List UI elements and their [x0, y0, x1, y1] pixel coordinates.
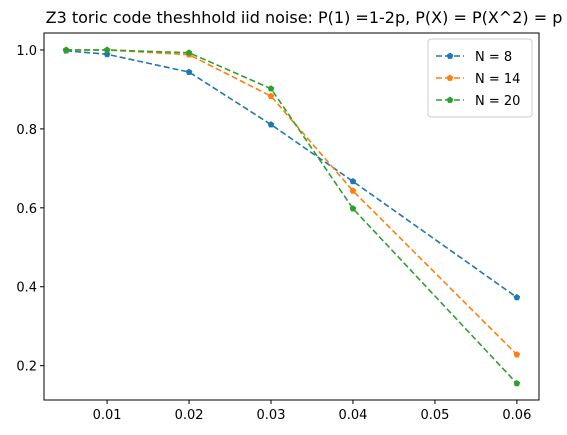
legend-label: N = 14 — [475, 72, 520, 87]
x-tick-label: 0.02 — [175, 408, 204, 423]
y-tick-label: 1.0 — [16, 44, 37, 59]
data-point — [349, 187, 357, 194]
chart-title: Z3 toric code theshhold iid noise: P(1) … — [46, 8, 563, 27]
data-point — [513, 351, 521, 358]
axes: 0.01 0.02 0.03 0.04 0.05 0.06 0.2 0.4 0.6 0.8 1.0 — [16, 44, 531, 423]
data-point — [267, 121, 275, 128]
data-point — [513, 379, 521, 387]
x-tick-label: 0.04 — [338, 408, 367, 423]
data-point — [267, 92, 275, 99]
x-tick-label: 0.01 — [93, 408, 122, 423]
data-point — [349, 205, 357, 212]
series-line-n14 — [66, 49, 518, 356]
legend-label: N = 8 — [475, 50, 512, 65]
legend: N = 8 N = 14 N = 20 — [427, 38, 533, 118]
data-point — [62, 46, 70, 53]
data-point — [185, 68, 193, 75]
series-line-n20 — [66, 49, 518, 384]
y-tick-label: 0.2 — [16, 360, 37, 375]
data-point — [267, 85, 275, 92]
data-point — [513, 293, 521, 301]
legend-marker — [446, 96, 454, 103]
y-tick-label: 0.4 — [16, 281, 37, 296]
series-line-n8 — [66, 49, 518, 299]
data-point — [185, 49, 193, 56]
data-point — [349, 177, 357, 185]
x-tick-label: 0.06 — [502, 408, 531, 423]
data-point — [103, 46, 111, 53]
y-tick-label: 0.8 — [16, 123, 37, 138]
legend-label: N = 20 — [475, 94, 520, 109]
axes-frame — [43, 32, 540, 401]
y-tick-label: 0.6 — [16, 202, 37, 217]
x-tick-label: 0.03 — [257, 408, 286, 423]
legend-marker — [446, 52, 454, 59]
legend-marker — [446, 74, 454, 81]
x-tick-label: 0.05 — [420, 408, 449, 423]
legend-box — [427, 38, 533, 118]
plot-area — [62, 46, 521, 387]
